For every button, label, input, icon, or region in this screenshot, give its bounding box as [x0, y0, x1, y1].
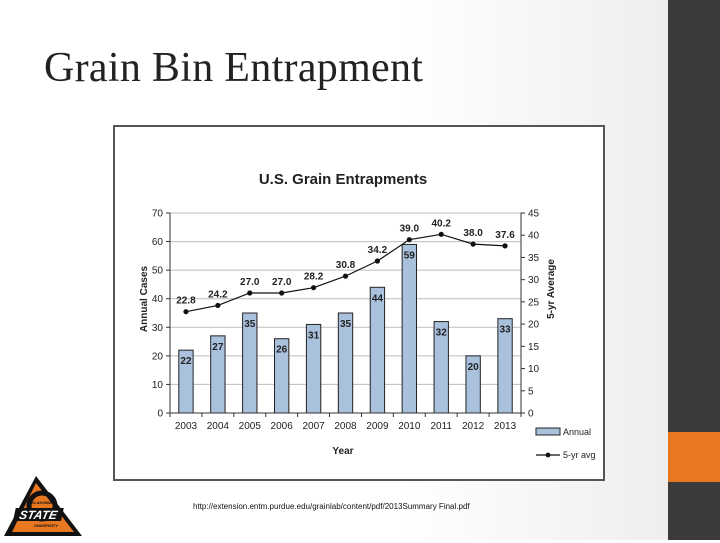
y2-tick-label: 15: [528, 342, 540, 353]
average-value-label: 30.8: [336, 260, 356, 271]
average-value-label: 39.0: [400, 224, 420, 235]
logo-state-band: [13, 508, 64, 521]
legend-label-average: 5-yr avg: [563, 450, 596, 460]
average-point: [502, 243, 508, 249]
average-point: [342, 273, 349, 279]
average-point: [470, 241, 476, 247]
y-tick-label: 20: [152, 351, 164, 362]
x-tick-label: 2012: [462, 421, 485, 432]
x-axis-label: Year: [332, 446, 353, 457]
y-axis-label: Annual Cases: [139, 265, 150, 332]
average-value-label: 27.0: [240, 277, 260, 288]
osu-logo: OKLAHOMA STATE UNIVERSITY: [4, 474, 86, 543]
y2-tick-label: 25: [528, 297, 540, 308]
source-link[interactable]: http://extension.entm.purdue.edu/grainla…: [193, 502, 470, 511]
logo-state-text: STATE: [18, 508, 59, 522]
x-tick-label: 2004: [207, 421, 230, 432]
x-tick-label: 2006: [271, 421, 294, 432]
y2-tick-label: 0: [528, 409, 534, 420]
x-tick-label: 2005: [239, 421, 262, 432]
x-tick-label: 2007: [302, 421, 325, 432]
average-value-label: 24.2: [208, 289, 228, 300]
y2-axis-label: 5-yr Average: [546, 259, 557, 319]
y-tick-label: 30: [152, 323, 164, 334]
slide-title: Grain Bin Entrapment: [44, 45, 424, 91]
bar: [401, 243, 417, 414]
average-point: [279, 290, 285, 296]
y2-tick-label: 5: [528, 386, 534, 397]
average-point: [406, 237, 412, 243]
right-accent-block: [668, 432, 720, 482]
bar-value-label: 33: [499, 325, 511, 336]
bar-value-label: 44: [372, 293, 384, 304]
average-point: [438, 231, 444, 237]
average-value-label: 22.8: [176, 296, 196, 307]
average-value-label: 34.2: [368, 245, 388, 256]
logo-top-text: OKLAHOMA: [28, 500, 52, 505]
bar-value-label: 32: [436, 328, 448, 339]
x-tick-label: 2011: [430, 421, 452, 432]
legend-label-annual: Annual: [563, 427, 591, 437]
y2-tick-label: 30: [528, 275, 540, 286]
bar-value-label: 26: [276, 345, 288, 356]
y-tick-label: 10: [152, 380, 164, 391]
average-value-label: 40.2: [431, 218, 451, 229]
x-tick-label: 2013: [494, 421, 517, 432]
y-tick-label: 70: [152, 209, 164, 220]
bar: [369, 286, 386, 414]
y-tick-label: 0: [157, 409, 163, 420]
average-value-label: 28.2: [304, 272, 324, 283]
x-tick-label: 2003: [175, 421, 198, 432]
x-tick-label: 2010: [398, 421, 421, 432]
bar-value-label: 59: [404, 250, 416, 261]
grain-entrapments-chart: U.S. Grain Entrapments 0 10 20 30 40 50 60 70 0 5…: [139, 171, 596, 460]
average-value-label: 38.0: [463, 228, 483, 239]
bar-value-label: 35: [244, 319, 256, 330]
y-tick-label: 50: [152, 266, 164, 277]
data-labels: 22 27 35 26 31 35 44 59 32 20 33 22.8 24.2 27.0 27.0 28…: [176, 218, 515, 373]
average-point: [374, 258, 381, 264]
average-point: [310, 285, 317, 291]
y2-tick-label: 45: [528, 209, 540, 220]
y-tick-label: 60: [152, 237, 164, 248]
average-point: [215, 302, 221, 309]
bar-value-label: 31: [308, 330, 320, 341]
chart-legend: Annual 5-yr avg: [535, 427, 596, 460]
osu-logo-graphic: OKLAHOMA STATE UNIVERSITY: [4, 476, 82, 536]
x-tick-label: 2009: [366, 421, 389, 432]
average-value-label: 27.0: [272, 277, 292, 288]
legend-swatch-annual: [535, 427, 561, 436]
logo-bottom-text: UNIVERSITY: [34, 523, 58, 528]
legend-swatch-point: [545, 452, 551, 458]
y2-tick-label: 20: [528, 320, 540, 331]
average-line: [183, 231, 508, 315]
x-tick-label: 2008: [334, 421, 357, 432]
y2-tick-label: 40: [528, 231, 540, 242]
average-line-path: [185, 233, 506, 313]
average-point: [247, 290, 253, 296]
chart-title: U.S. Grain Entrapments: [259, 171, 427, 188]
bar-value-label: 22: [180, 356, 192, 367]
average-value-label: 37.6: [495, 230, 515, 241]
bar-value-label: 20: [468, 362, 480, 373]
y-tick-label: 40: [152, 294, 164, 305]
bar-value-label: 27: [212, 342, 224, 353]
average-point: [183, 309, 189, 315]
y2-tick-label: 10: [528, 364, 540, 375]
y2-tick-label: 35: [528, 253, 540, 264]
chart-frame: U.S. Grain Entrapments 0 10 20 30 40 50 60 70 0 5…: [113, 125, 605, 481]
axes: 0 10 20 30 40 50 60 70 0 5 10 15 20 25 30 35 40 45 2003 200…: [152, 209, 540, 433]
bar-value-label: 35: [340, 319, 352, 330]
